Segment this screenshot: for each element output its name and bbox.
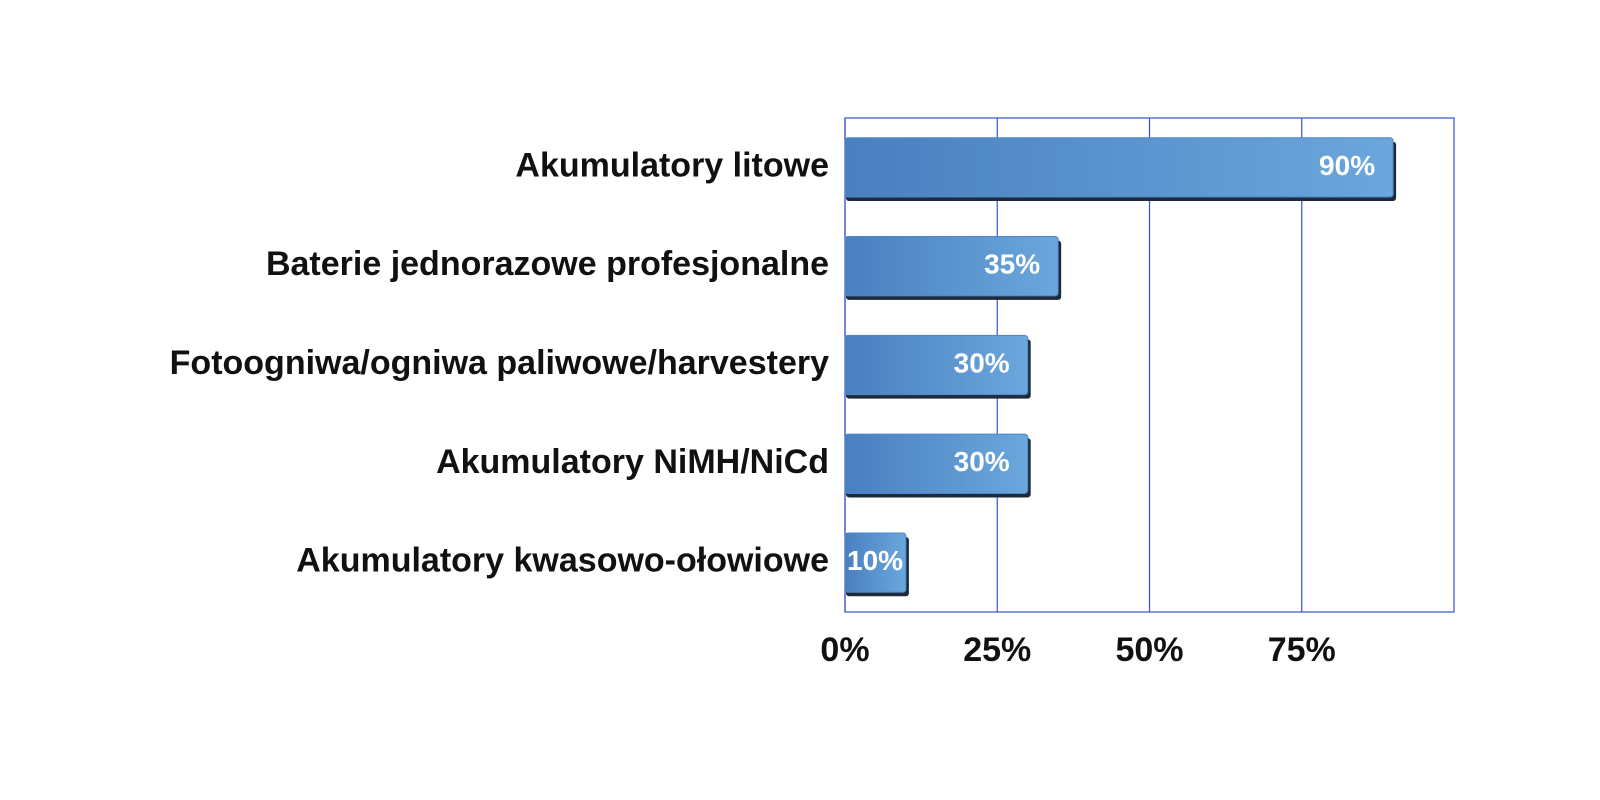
y-tick-label: Fotoogniwa/ogniwa paliwowe/harvestery	[170, 344, 829, 382]
bar	[844, 236, 1059, 297]
bar	[844, 137, 1394, 198]
bar	[844, 433, 1029, 494]
x-tick-label: 50%	[1115, 631, 1183, 669]
value-label: 35%	[984, 249, 1040, 280]
y-tick-label: Akumulatory litowe	[515, 146, 829, 184]
value-label: 90%	[1319, 150, 1375, 181]
bar	[844, 334, 1029, 396]
bar	[844, 532, 907, 593]
x-tick-label: 25%	[963, 631, 1031, 669]
x-tick-label: 75%	[1268, 631, 1336, 669]
value-label: 30%	[954, 446, 1010, 477]
y-tick-label: Akumulatory NiMH/NiCd	[436, 443, 829, 481]
x-tick-label: 0%	[820, 631, 869, 669]
y-tick-label: Akumulatory kwasowo-ołowiowe	[296, 542, 829, 580]
value-label: 30%	[954, 347, 1010, 378]
value-label: 10%	[847, 545, 903, 576]
y-tick-label: Baterie jednorazowe profesjonalne	[266, 245, 829, 283]
